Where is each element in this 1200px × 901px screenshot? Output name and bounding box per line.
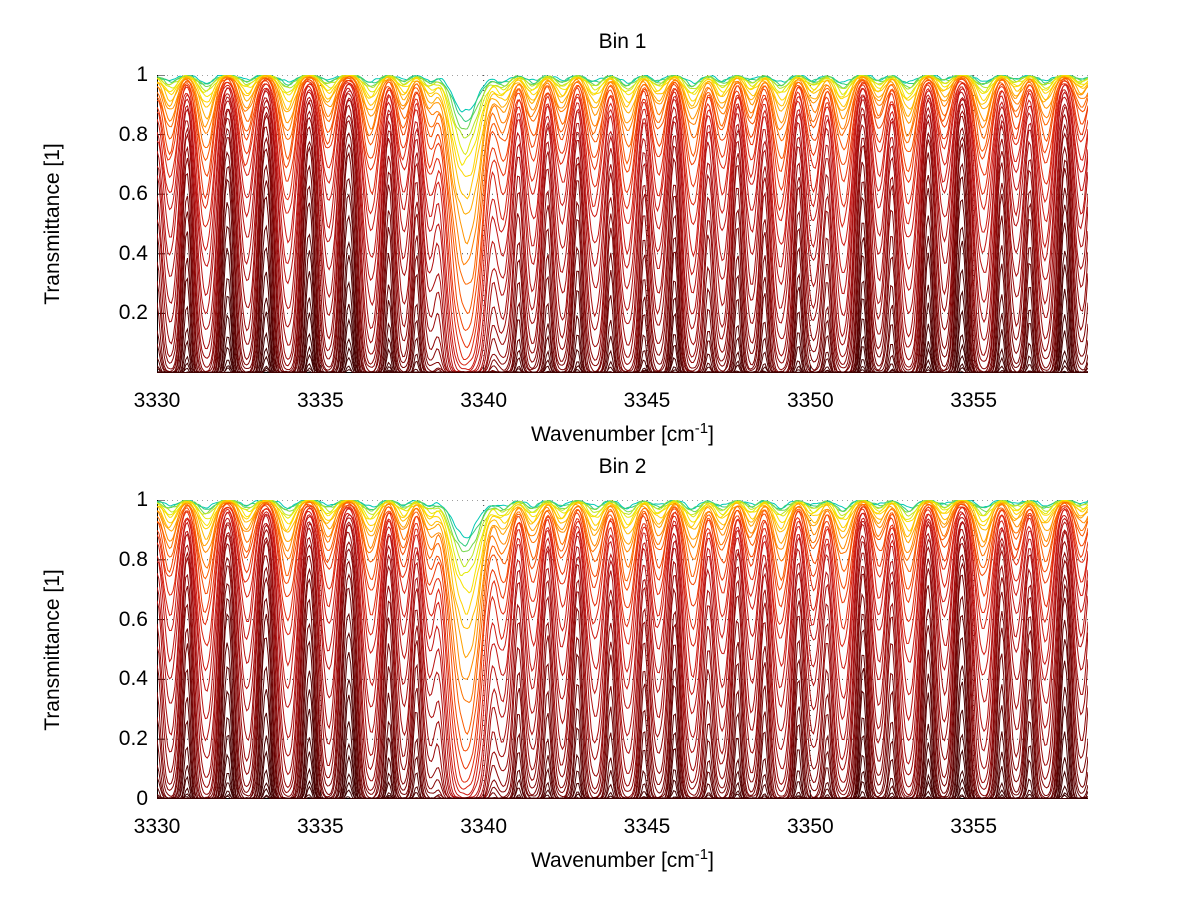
bin2-spectrum-curve [157,548,1088,799]
bin1-spectrum-curve [157,104,1088,373]
bin2-spectrum-curve [157,795,1088,799]
bin1-title: Bin 1 [598,30,647,53]
bin2-spectrum-curve [157,504,1088,770]
bin1-spectrum-curve [157,99,1088,373]
bin1-spectrum-curve [157,76,1088,285]
bin1-x-tick-label: 3345 [623,389,671,412]
bin2-y-tick-label: 1 [136,488,148,511]
bin2-x-axis-label-end: ] [708,849,714,872]
bin2-spectrum-curve [157,503,1088,752]
bin1-x-tick-label: 3330 [133,389,181,412]
bin2-y-tick-labels: 1 0.8 0.6 0.4 0.2 0 [0,488,148,810]
bin1-spectrum-curve [157,119,1088,373]
bin1-spectrum-curve [157,75,1088,215]
bin2-x-tick-label: 3340 [460,815,508,838]
bin2-spectrum-curve [157,521,1088,799]
bin1-x-tick-labels: 3330 3335 3340 3345 3350 3355 [134,389,1088,415]
bin2-spectrum-curve [157,539,1088,799]
bin2-spectrum-curve [157,573,1088,799]
bin2-spectrum-curve [157,500,1088,577]
bin1-spectrum-curve [157,75,1088,167]
bin1-x-axis-label: Wavenumber [cm-1] [157,420,1088,449]
bin1-spectrum-curve [157,90,1088,373]
bin1-y-tick-labels: 1 0.8 0.6 0.4 0.2 [0,63,148,373]
bin1-plot-area [157,75,1088,373]
bin1-spectrum-curve [157,369,1088,373]
bin2-spectrum-curve [157,500,1088,630]
bin2-x-tick-label: 3350 [786,815,834,838]
bin2-title: Bin 2 [598,455,647,478]
bin1-x-axis-label-superscript: -1 [694,420,709,437]
bin1-x-axis-label-end: ] [708,423,714,446]
bin1-x-tick-label: 3340 [460,389,508,412]
bin2-x-axis-label-main: Wavenumber [cm [531,849,695,872]
bin1-spectrum-curve [157,87,1088,373]
bin1-x-tick-label: 3335 [296,389,344,412]
bin1-spectrum-curve [157,132,1088,373]
bin2-spectrum-curve [157,506,1088,790]
bin1-y-tick-label: 0.4 [118,241,148,265]
bin1-y-tick-label: 0.6 [118,182,148,206]
bin1-spectrum-curve [157,114,1088,373]
bin2-spectrum-curve [157,531,1088,799]
bin1-y-tick-label: 0.2 [118,301,148,325]
bin1-spectrum-curve [157,142,1088,373]
bin2-spectrum-curve [157,523,1088,799]
bin1-x-axis-label-main: Wavenumber [cm [531,423,695,446]
bin1-y-tick-label: 0.8 [118,122,148,146]
bin1-spectrum-curve [157,77,1088,332]
bin2-x-tick-label: 3335 [296,815,344,838]
bin2-x-tick-label: 3345 [623,815,671,838]
bin2-y-tick-label: 0.2 [118,727,148,751]
bin2-x-tick-label: 3355 [950,815,998,838]
bin2-spectrum-curve [157,501,1088,704]
bin2-spectrum-curve [157,500,1088,680]
bin1-spectrum-curve [157,83,1088,371]
bin2-y-tick-label: 0.8 [118,547,148,571]
bin2-x-tick-label: 3330 [133,815,181,838]
bin2-plot-area [157,500,1088,799]
bin1-x-tick-label: 3355 [950,389,998,412]
bin1-spectrum-curve [157,79,1088,349]
bin2-y-tick-label: 0.4 [118,667,148,691]
bin2-x-axis-label-superscript: -1 [694,846,709,863]
bin2-spectrum-curve [157,514,1088,799]
bin2-spectrum-curve [157,517,1088,799]
bin1-y-tick-label: 1 [136,63,148,86]
bin2-y-tick-label: 0.6 [118,607,148,631]
bin2-x-tick-labels: 3330 3335 3340 3345 3350 3355 [134,815,1088,841]
bin2-x-axis-label: Wavenumber [cm-1] [157,846,1088,875]
bin2-spectrum-curve [157,508,1088,796]
bin2-y-tick-label: 0 [136,787,148,810]
bin1-x-tick-label: 3350 [786,389,834,412]
